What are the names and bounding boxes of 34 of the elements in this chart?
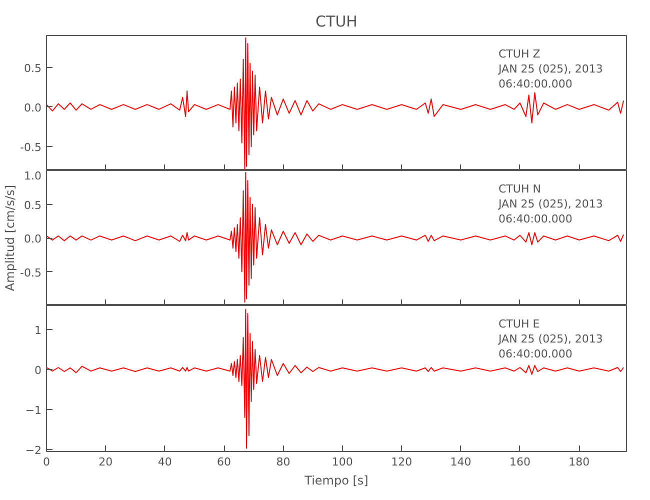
x-tick-label: 100 (332, 456, 353, 468)
y-tick-label: 1.0 (24, 170, 42, 182)
x-tick-label: 20 (98, 456, 113, 468)
annotation: 06:40:00.000 (498, 78, 572, 90)
y-tick-label: 0.5 (24, 198, 42, 212)
x-tick-label: 160 (509, 456, 530, 468)
annotation: JAN 25 (025), 2013 (498, 198, 603, 210)
y-tick-label: 0 (34, 364, 42, 377)
y-tick-label: 0.0 (24, 101, 42, 114)
annotation: CTUH Z (498, 48, 541, 60)
chart-title: CTUH (316, 12, 358, 30)
y-tick-label: −1 (25, 404, 42, 417)
x-tick-label: 40 (158, 456, 172, 468)
annotation: JAN 25 (025), 2013 (498, 332, 603, 346)
annotation: CTUH E (498, 318, 540, 330)
annotation: JAN 25 (025), 2013 (498, 62, 603, 76)
y-tick-label: −2 (25, 444, 42, 457)
x-tick-label: 180 (568, 456, 590, 468)
y-axis-title: Amplitud [cm/s/s] (3, 184, 18, 292)
y-tick-label: 0.0 (24, 232, 42, 246)
line-series (46, 309, 624, 449)
y-tick-label: 1 (34, 324, 42, 337)
y-tick-label: -0.5 (20, 141, 42, 154)
x-tick-label: 0 (43, 456, 50, 468)
annotation: 06:40:00.000 (498, 348, 572, 360)
y-tick-label: 0.5 (24, 62, 42, 75)
annotation: CTUH N (498, 182, 541, 196)
x-tick-label: 80 (276, 456, 290, 468)
annotation: 06:40:00.000 (498, 212, 572, 226)
x-tick-label: 60 (217, 456, 232, 468)
x-tick-label: 120 (391, 456, 412, 468)
y-tick-label: -0.5 (20, 266, 42, 280)
x-axis-title: Tiempo [s] (304, 474, 368, 488)
x-tick-label: 140 (450, 456, 472, 468)
